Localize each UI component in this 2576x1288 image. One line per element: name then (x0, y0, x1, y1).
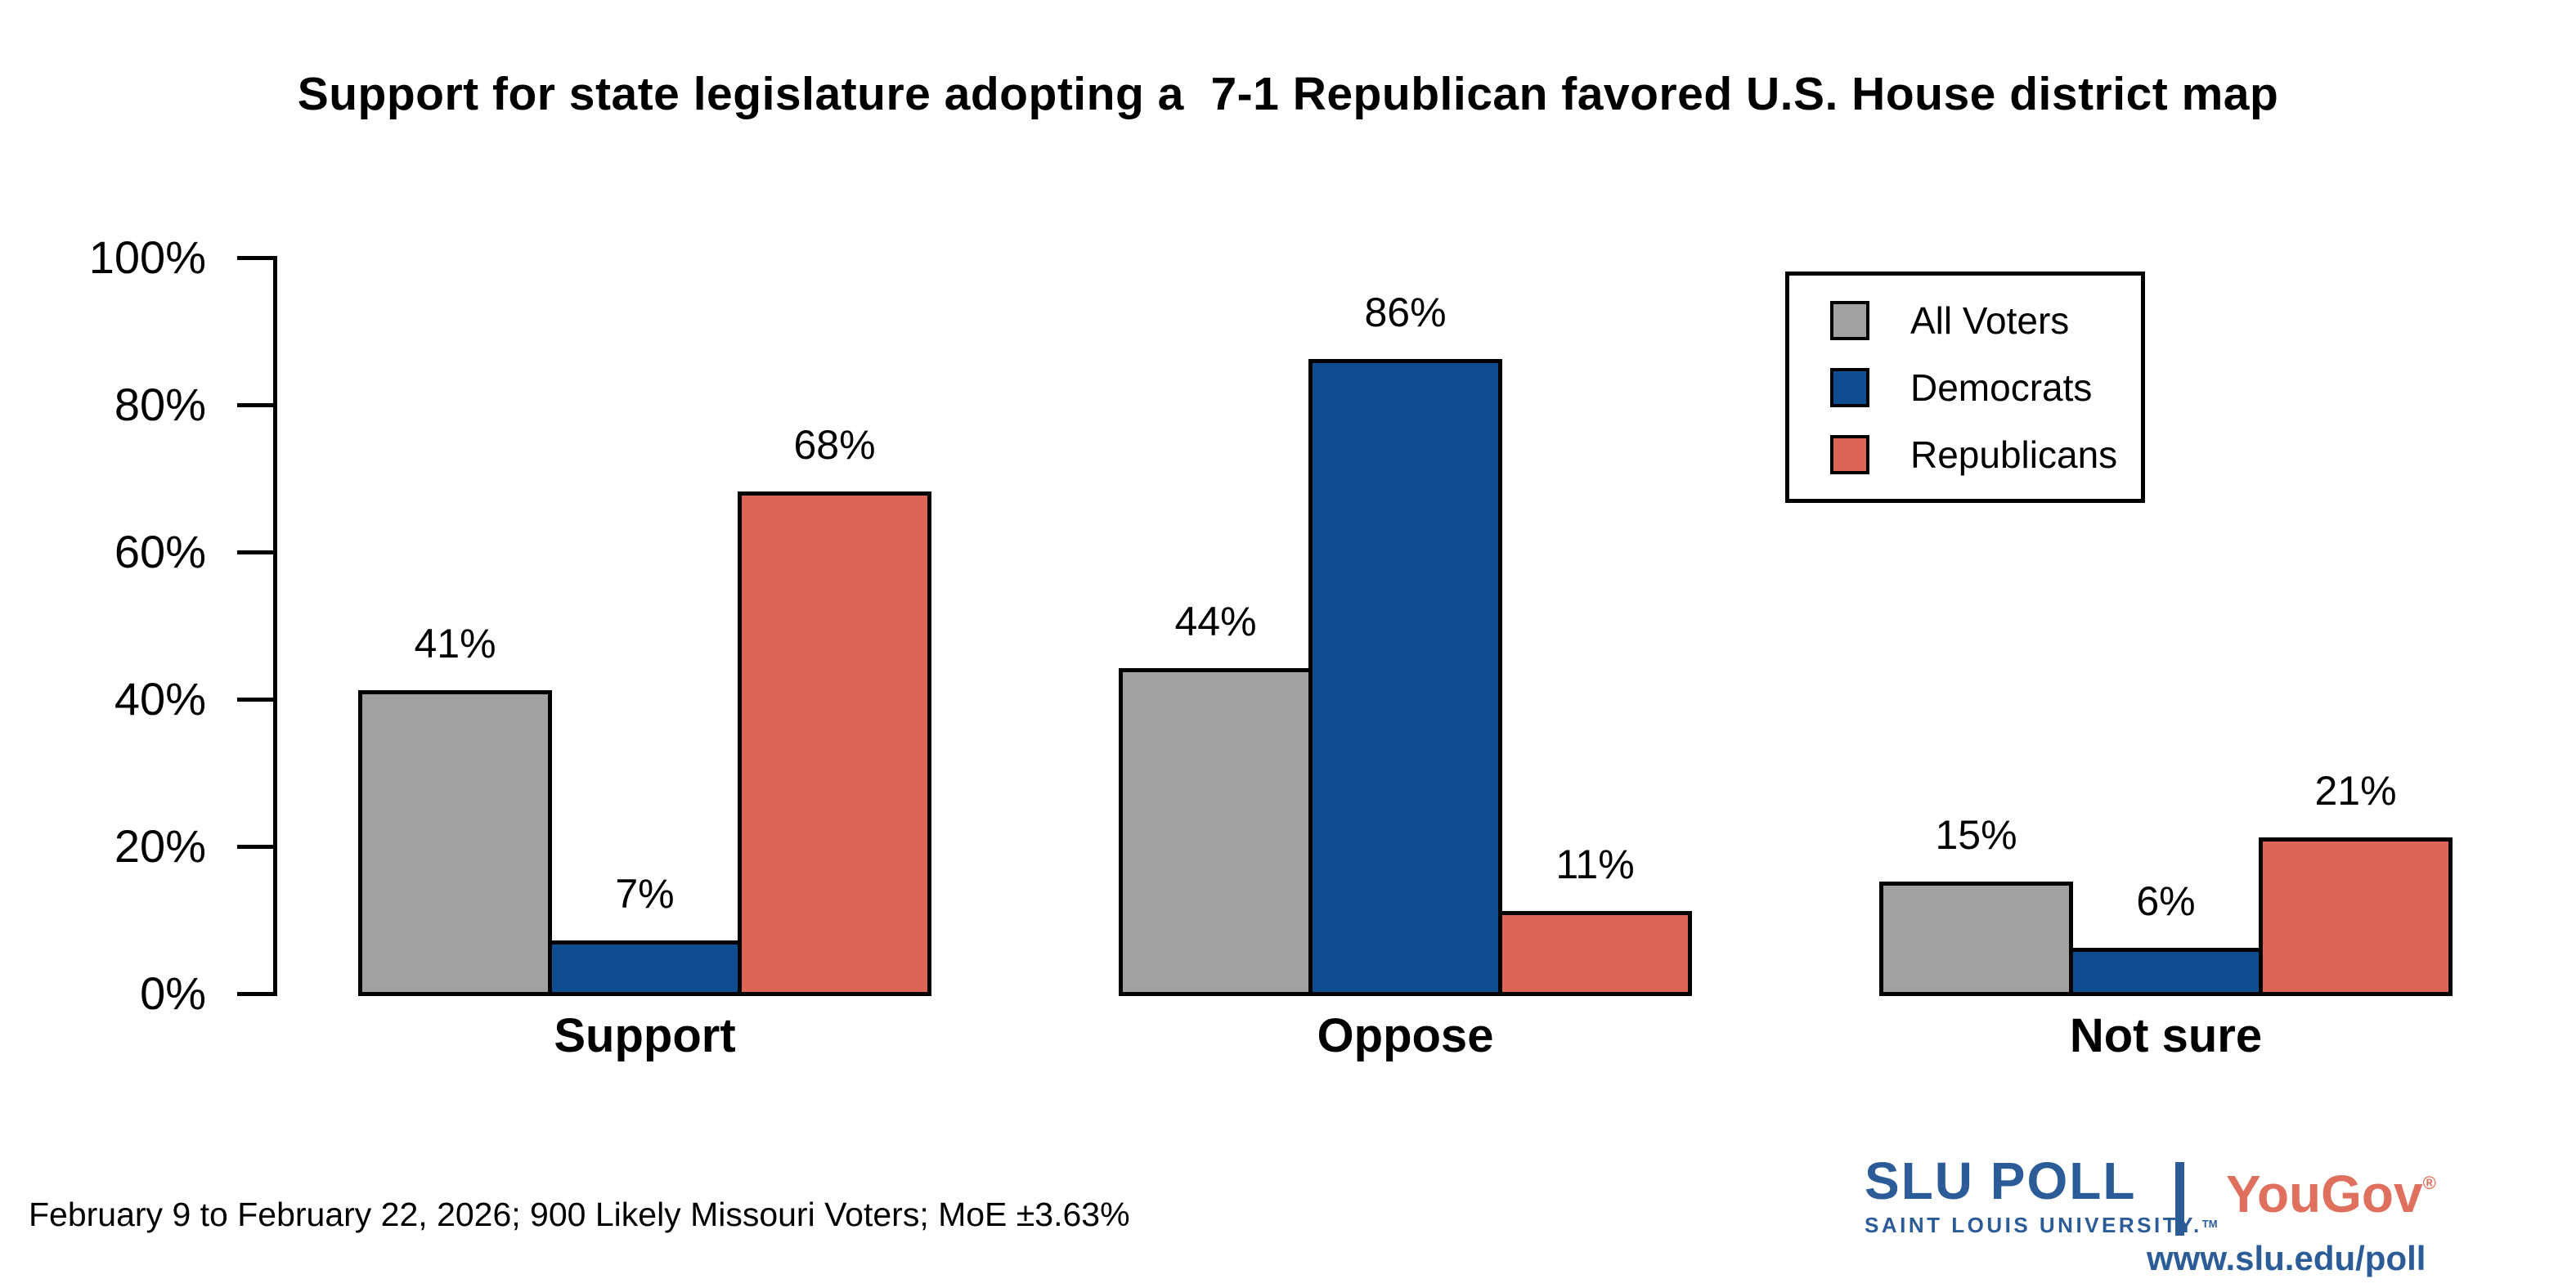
slu-trademark-symbol: TM (2201, 1218, 2218, 1230)
chart-title: Support for state legislature adopting a… (297, 68, 2279, 120)
yougov-registered-symbol: ® (2422, 1173, 2436, 1193)
slu-poll-logo: SLU POLL SAINT LOUIS UNIVERSITY.TM (1865, 1155, 2218, 1236)
bar-value-republicans-oppose: 11% (1555, 841, 1635, 887)
bar-value-democrats-oppose: 86% (1364, 289, 1447, 335)
legend-swatch-republicans (1830, 434, 1869, 474)
poll-website-link: www.slu.edu/poll (2147, 1239, 2426, 1277)
y-axis-tick (237, 845, 273, 849)
y-tick-label: 0% (140, 967, 206, 1019)
bar-democrats-oppose (1308, 359, 1502, 996)
y-tick-label: 80% (114, 379, 206, 430)
bar-value-republicans-not-sure: 21% (2314, 768, 2397, 814)
y-axis-tick (237, 403, 273, 407)
slu-poll-wordmark: SLU POLL (1865, 1151, 2137, 1210)
bar-democrats-not-sure (2069, 948, 2263, 996)
slu-university-wordmark: SAINT LOUIS UNIVERSITY.TM (1865, 1214, 2218, 1236)
bar-value-all-voters-not-sure: 15% (1935, 812, 2017, 858)
yougov-logo: YouGov® (2226, 1168, 2436, 1220)
bar-democrats-support (548, 940, 742, 996)
bar-all-voters-not-sure (1879, 882, 2073, 996)
legend: All Voters Democrats Republicans (1785, 272, 2145, 503)
legend-label-democrats: Democrats (1910, 366, 2093, 409)
y-axis-tick (237, 256, 273, 260)
legend-swatch-democrats (1830, 367, 1869, 407)
category-label-support: Support (554, 1009, 736, 1062)
y-axis-tick (237, 992, 273, 996)
yougov-wordmark: YouGov (2226, 1165, 2423, 1223)
bar-all-voters-oppose (1119, 668, 1313, 996)
bar-all-voters-support (358, 690, 552, 996)
y-tick-label: 100% (88, 231, 206, 283)
bar-value-all-voters-oppose: 44% (1174, 599, 1257, 644)
category-label-not-sure: Not sure (2069, 1009, 2263, 1062)
y-tick-label: 40% (114, 673, 206, 725)
y-axis-tick (237, 698, 273, 702)
legend-item-democrats: Democrats (1830, 366, 2141, 409)
legend-swatch-all-voters (1830, 300, 1869, 340)
bar-republicans-oppose (1498, 911, 1692, 996)
y-tick-label: 60% (114, 526, 206, 577)
bar-republicans-not-sure (2259, 837, 2453, 996)
bar-value-all-voters-support: 41% (414, 621, 496, 666)
bar-republicans-support (738, 491, 931, 996)
legend-item-all-voters: All Voters (1830, 298, 2141, 342)
legend-label-republicans: Republicans (1910, 433, 2118, 476)
logo-separator-bar (2175, 1162, 2184, 1236)
y-axis (273, 256, 277, 996)
category-label-oppose: Oppose (1317, 1009, 1494, 1062)
legend-item-republicans: Republicans (1830, 433, 2141, 476)
y-axis-tick (237, 550, 273, 554)
slu-university-text: SAINT LOUIS UNIVERSITY. (1865, 1213, 2202, 1237)
y-tick-label: 20% (114, 820, 206, 872)
bar-value-republicans-support: 68% (793, 422, 876, 468)
bar-value-democrats-not-sure: 6% (2136, 878, 2196, 924)
source-note: February 9 to February 22, 2026; 900 Lik… (29, 1196, 1130, 1233)
legend-label-all-voters: All Voters (1910, 298, 2070, 342)
bar-value-democrats-support: 7% (615, 871, 675, 917)
